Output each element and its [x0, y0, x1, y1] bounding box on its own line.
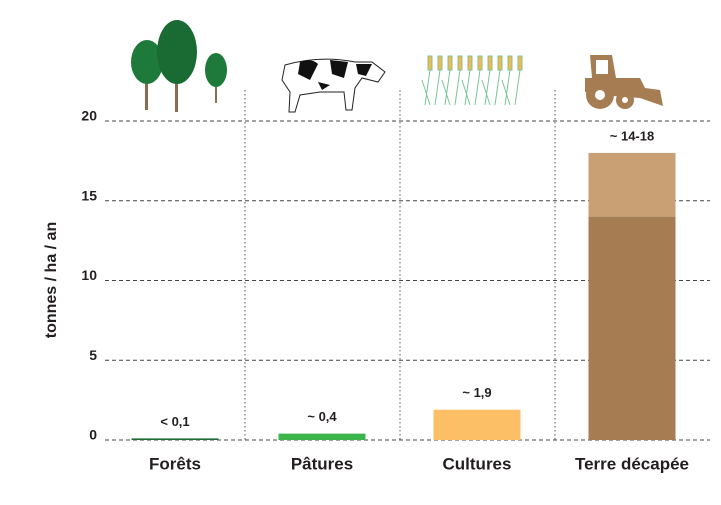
- tractor-icon: [585, 55, 663, 109]
- x-tick-label: Terre décapée: [575, 454, 689, 473]
- y-tick-label: 5: [89, 347, 97, 363]
- bar: [434, 410, 521, 440]
- value-label: ~ 1,9: [462, 385, 491, 400]
- bar: [132, 438, 219, 440]
- trees-icon: [131, 20, 227, 112]
- x-tick-label: Pâtures: [291, 454, 353, 473]
- cow-icon: [282, 59, 385, 112]
- bar-range: [589, 153, 676, 217]
- x-tick-label: Cultures: [443, 454, 512, 473]
- bar: [279, 434, 366, 440]
- y-tick-label: 20: [81, 108, 97, 124]
- separators: [245, 90, 555, 440]
- y-tick-label: 0: [89, 427, 97, 443]
- y-axis-label: tonnes / ha / an: [43, 222, 60, 338]
- bar: [589, 217, 676, 440]
- x-tick-label: Forêts: [149, 454, 201, 473]
- value-label: ~ 14-18: [610, 128, 654, 143]
- wheat-icon: [422, 56, 522, 105]
- chart: tonnes / ha / an 0 5 10 15 20 Forêts < 0,1 Pâtu…: [0, 0, 721, 505]
- value-label: < 0,1: [160, 414, 189, 429]
- value-label: ~ 0,4: [307, 409, 337, 424]
- y-tick-label: 15: [81, 187, 97, 203]
- y-tick-label: 10: [81, 267, 97, 283]
